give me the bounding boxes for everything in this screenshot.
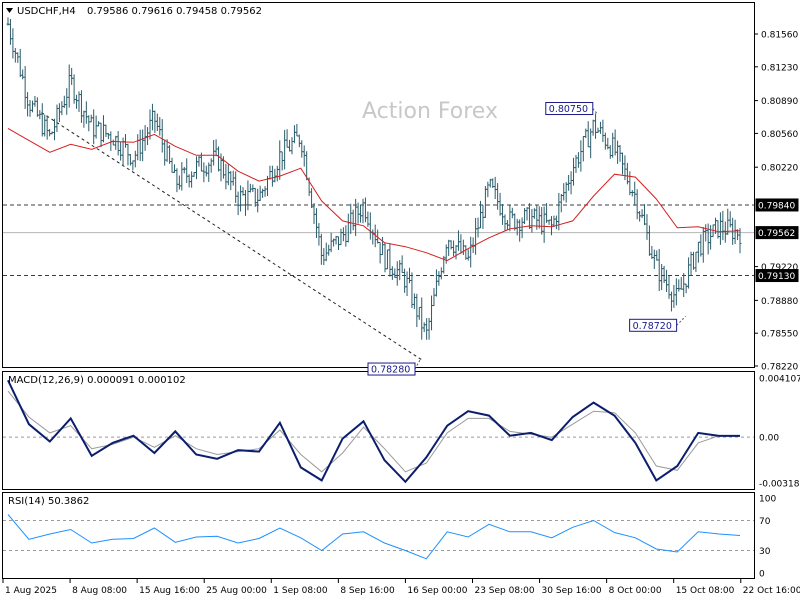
date-tick-label: 16 Sep 00:00	[407, 586, 467, 596]
date-tick-label: 1 Sep 08:00	[273, 586, 328, 596]
price-panel-frame	[2, 2, 755, 368]
macd-label: MACD(12,26,9) 0.000091 0.000102	[8, 375, 186, 386]
date-tick-label: 15 Oct 08:00	[676, 586, 735, 596]
price-annotations: 0.80750 0.78720 0.78280	[367, 102, 686, 376]
level-price-label-0: 0.79840	[755, 198, 799, 212]
date-tick-label: 8 Oct 00:00	[609, 586, 662, 596]
price-tick-label: 0.80890	[761, 97, 798, 107]
watermark-text: Action Forex	[362, 99, 498, 124]
date-tick-label: 30 Sep 16:00	[542, 586, 602, 596]
price-tick-label: 0.81230	[761, 63, 798, 73]
axis-labels: 0.81560 0.81230 0.80890 0.80560 0.80220 0.792…	[2, 31, 800, 596]
svg-text:0.79130: 0.79130	[758, 272, 795, 282]
macd-layer	[3, 379, 754, 484]
rsi-line	[7, 514, 741, 560]
horizontal-levels	[3, 204, 754, 277]
price-annotation[interactable]: 0.80750	[545, 102, 599, 116]
rsi-tick-label: 0	[759, 570, 765, 580]
ohlc-label: 0.79586 0.79616 0.79458 0.79562	[87, 6, 262, 17]
svg-text:0.79840: 0.79840	[758, 201, 795, 211]
macd-tick-label: 0.004107	[759, 375, 800, 385]
price-bars	[6, 17, 742, 340]
moving-average-layer	[7, 127, 741, 262]
dropdown-triangle-icon[interactable]	[6, 8, 13, 13]
current-price-label: 0.79562	[755, 226, 799, 240]
rsi-layer	[3, 514, 754, 560]
macd-tick-label: -0.00318	[759, 480, 800, 490]
svg-text:0.78720: 0.78720	[633, 321, 672, 332]
price-tick-label: 0.78880	[761, 297, 798, 307]
svg-text:0.79562: 0.79562	[758, 229, 795, 239]
level-price-label-1: 0.79130	[755, 269, 799, 283]
date-tick-label: 15 Aug 16:00	[139, 586, 200, 596]
price-tick-label: 0.80560	[761, 130, 798, 140]
macd-signal-line	[7, 390, 740, 473]
symbol-label: USDCHF,H4	[17, 6, 76, 17]
price-annotation[interactable]: 0.78720	[629, 315, 686, 332]
trendline-layer	[41, 112, 423, 361]
svg-text:0.78280: 0.78280	[371, 365, 410, 376]
trendline[interactable]	[41, 112, 423, 361]
date-tick-label: 25 Aug 00:00	[206, 586, 267, 596]
date-tick-label: 8 Sep 16:00	[340, 586, 395, 596]
price-tick-label: 0.78220	[761, 363, 798, 373]
rsi-tick-label: 100	[759, 495, 776, 505]
price-bar	[738, 228, 742, 254]
moving-average-line	[7, 127, 741, 262]
price-tick-label: 0.79220	[761, 263, 798, 273]
rsi-label: RSI(14) 50.3862	[8, 496, 89, 507]
macd-line	[7, 379, 740, 484]
svg-text:0.80750: 0.80750	[549, 104, 588, 115]
macd-tick-label: 0.00	[759, 434, 779, 444]
rsi-panel-frame	[2, 492, 755, 579]
price-tick-label: 0.78550	[761, 330, 798, 340]
rsi-tick-label: 70	[759, 517, 771, 527]
date-tick-label: 23 Sep 08:00	[474, 586, 534, 596]
rsi-tick-label: 30	[759, 547, 771, 557]
price-tick-label: 0.81560	[761, 31, 798, 41]
date-tick-label: 22 Oct 16:00	[743, 586, 800, 596]
date-tick-label: 8 Aug 08:00	[72, 586, 127, 596]
price-tick-label: 0.80220	[761, 164, 798, 174]
price-annotation[interactable]: 0.78280	[367, 359, 421, 376]
date-tick-label: 1 Aug 2025	[5, 586, 57, 596]
macd-panel-frame	[2, 371, 755, 490]
